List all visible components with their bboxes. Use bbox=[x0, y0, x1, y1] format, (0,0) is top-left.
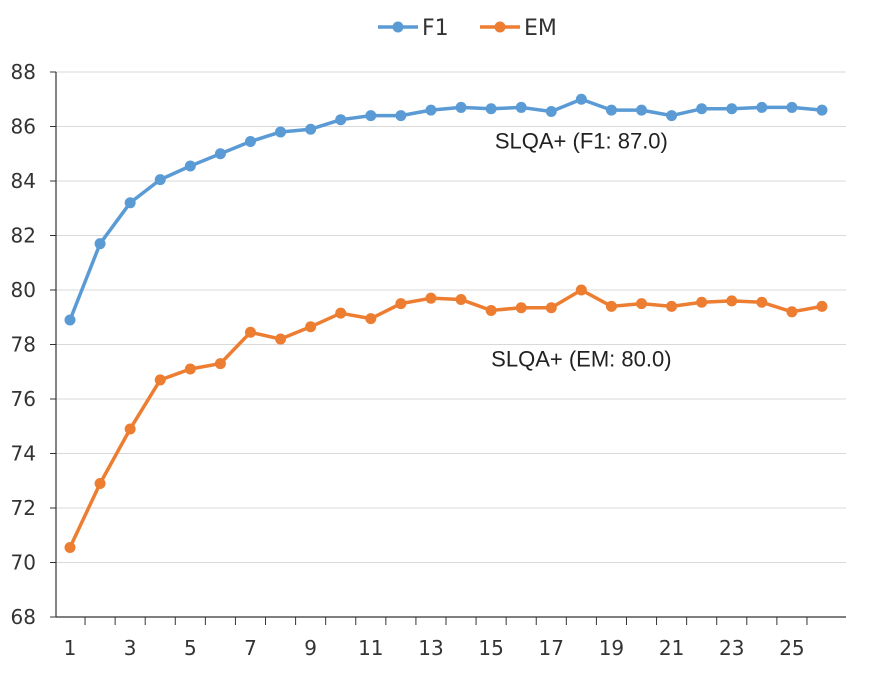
series-line-f1 bbox=[68, 97, 823, 321]
data-point-f1-11 bbox=[365, 110, 377, 122]
x-tick-label-17: 17 bbox=[539, 636, 564, 660]
data-point-f1-23 bbox=[726, 103, 738, 115]
data-point-em-15 bbox=[485, 304, 497, 316]
data-point-f1-13 bbox=[425, 104, 437, 116]
data-point-em-23 bbox=[726, 295, 738, 307]
legend-marker-em bbox=[494, 21, 506, 33]
gridlines bbox=[56, 71, 846, 563]
y-tick-label-78: 78 bbox=[11, 333, 36, 357]
legend-marker-f1 bbox=[392, 21, 404, 33]
axes bbox=[50, 71, 846, 625]
data-point-em-21 bbox=[666, 300, 678, 312]
data-point-f1-12 bbox=[395, 110, 407, 122]
x-tick-label-15: 15 bbox=[478, 636, 503, 660]
data-point-f1-26 bbox=[816, 104, 828, 116]
annotation-0: SLQA+ (F1: 87.0) bbox=[495, 128, 668, 153]
data-point-f1-15 bbox=[485, 103, 497, 115]
data-point-f1-8 bbox=[275, 126, 287, 138]
legend-label-f1: F1 bbox=[422, 16, 449, 41]
data-point-f1-21 bbox=[666, 110, 678, 122]
y-tick-label-72: 72 bbox=[11, 496, 36, 520]
data-point-f1-25 bbox=[786, 101, 798, 113]
x-tick-label-23: 23 bbox=[719, 636, 744, 660]
legend-label-em: EM bbox=[524, 16, 557, 41]
data-point-em-5 bbox=[184, 363, 196, 375]
data-point-em-19 bbox=[605, 300, 617, 312]
data-point-em-3 bbox=[124, 423, 136, 435]
x-tick-label-11: 11 bbox=[358, 636, 383, 660]
data-point-f1-6 bbox=[214, 148, 226, 160]
series-line-em bbox=[68, 288, 823, 549]
data-point-f1-19 bbox=[605, 104, 617, 116]
data-point-f1-22 bbox=[696, 103, 708, 115]
y-tick-label-76: 76 bbox=[11, 387, 36, 411]
x-tick-label-19: 19 bbox=[599, 636, 624, 660]
y-tick-label-86: 86 bbox=[11, 115, 36, 139]
annotations: SLQA+ (F1: 87.0) SLQA+ (EM: 80.0) bbox=[491, 128, 671, 371]
data-point-em-16 bbox=[515, 302, 527, 314]
data-point-em-24 bbox=[756, 296, 768, 308]
data-point-f1-3 bbox=[124, 197, 136, 209]
data-point-em-7 bbox=[244, 326, 256, 338]
data-series bbox=[64, 93, 828, 554]
y-tick-label-80: 80 bbox=[11, 278, 36, 302]
data-point-f1-1 bbox=[64, 314, 76, 326]
x-tick-label-9: 9 bbox=[304, 636, 317, 660]
data-point-em-9 bbox=[305, 321, 317, 333]
x-tick-label-13: 13 bbox=[418, 636, 443, 660]
data-point-f1-10 bbox=[335, 114, 347, 126]
data-point-f1-14 bbox=[455, 101, 467, 113]
y-tick-label-74: 74 bbox=[11, 442, 36, 466]
data-point-em-17 bbox=[545, 302, 557, 314]
data-point-f1-5 bbox=[184, 160, 196, 172]
x-tick-label-25: 25 bbox=[779, 636, 804, 660]
x-tick-label-3: 3 bbox=[124, 636, 137, 660]
data-point-em-6 bbox=[214, 358, 226, 370]
y-tick-label-84: 84 bbox=[11, 169, 36, 193]
y-axis-tick-labels: 68 70 72 74 76 78 80 82 84 86 88 bbox=[11, 60, 36, 629]
data-point-em-20 bbox=[636, 298, 648, 310]
data-point-em-11 bbox=[365, 313, 377, 325]
data-point-f1-4 bbox=[154, 174, 166, 186]
y-tick-label-88: 88 bbox=[11, 60, 36, 84]
x-tick-label-7: 7 bbox=[244, 636, 257, 660]
y-tick-label-68: 68 bbox=[11, 605, 36, 629]
x-axis-tick-labels: 1 3 5 7 9 11 13 15 17 19 21 23 25 bbox=[64, 636, 805, 660]
data-point-f1-9 bbox=[305, 123, 317, 135]
data-point-em-1 bbox=[64, 542, 76, 554]
data-point-f1-7 bbox=[244, 135, 256, 147]
data-point-em-4 bbox=[154, 374, 166, 386]
data-point-f1-2 bbox=[94, 238, 106, 250]
x-tick-label-5: 5 bbox=[184, 636, 197, 660]
y-tick-label-82: 82 bbox=[11, 224, 36, 248]
data-point-em-18 bbox=[575, 284, 587, 296]
data-point-f1-16 bbox=[515, 101, 527, 113]
data-point-em-12 bbox=[395, 298, 407, 310]
data-point-em-8 bbox=[275, 333, 287, 345]
data-point-em-2 bbox=[94, 477, 106, 489]
data-point-em-13 bbox=[425, 292, 437, 304]
data-point-em-14 bbox=[455, 294, 467, 306]
data-point-em-10 bbox=[335, 307, 347, 319]
data-point-em-25 bbox=[786, 306, 798, 318]
data-point-em-26 bbox=[816, 300, 828, 312]
data-point-em-22 bbox=[696, 296, 708, 308]
data-point-f1-18 bbox=[575, 93, 587, 105]
legend: F1 EM bbox=[378, 16, 557, 41]
data-point-f1-20 bbox=[636, 104, 648, 116]
x-tick-label-1: 1 bbox=[64, 636, 77, 660]
annotation-1: SLQA+ (EM: 80.0) bbox=[491, 346, 671, 371]
data-point-f1-17 bbox=[545, 106, 557, 118]
y-tick-label-70: 70 bbox=[11, 551, 36, 575]
x-tick-label-21: 21 bbox=[659, 636, 684, 660]
data-point-f1-24 bbox=[756, 101, 768, 113]
